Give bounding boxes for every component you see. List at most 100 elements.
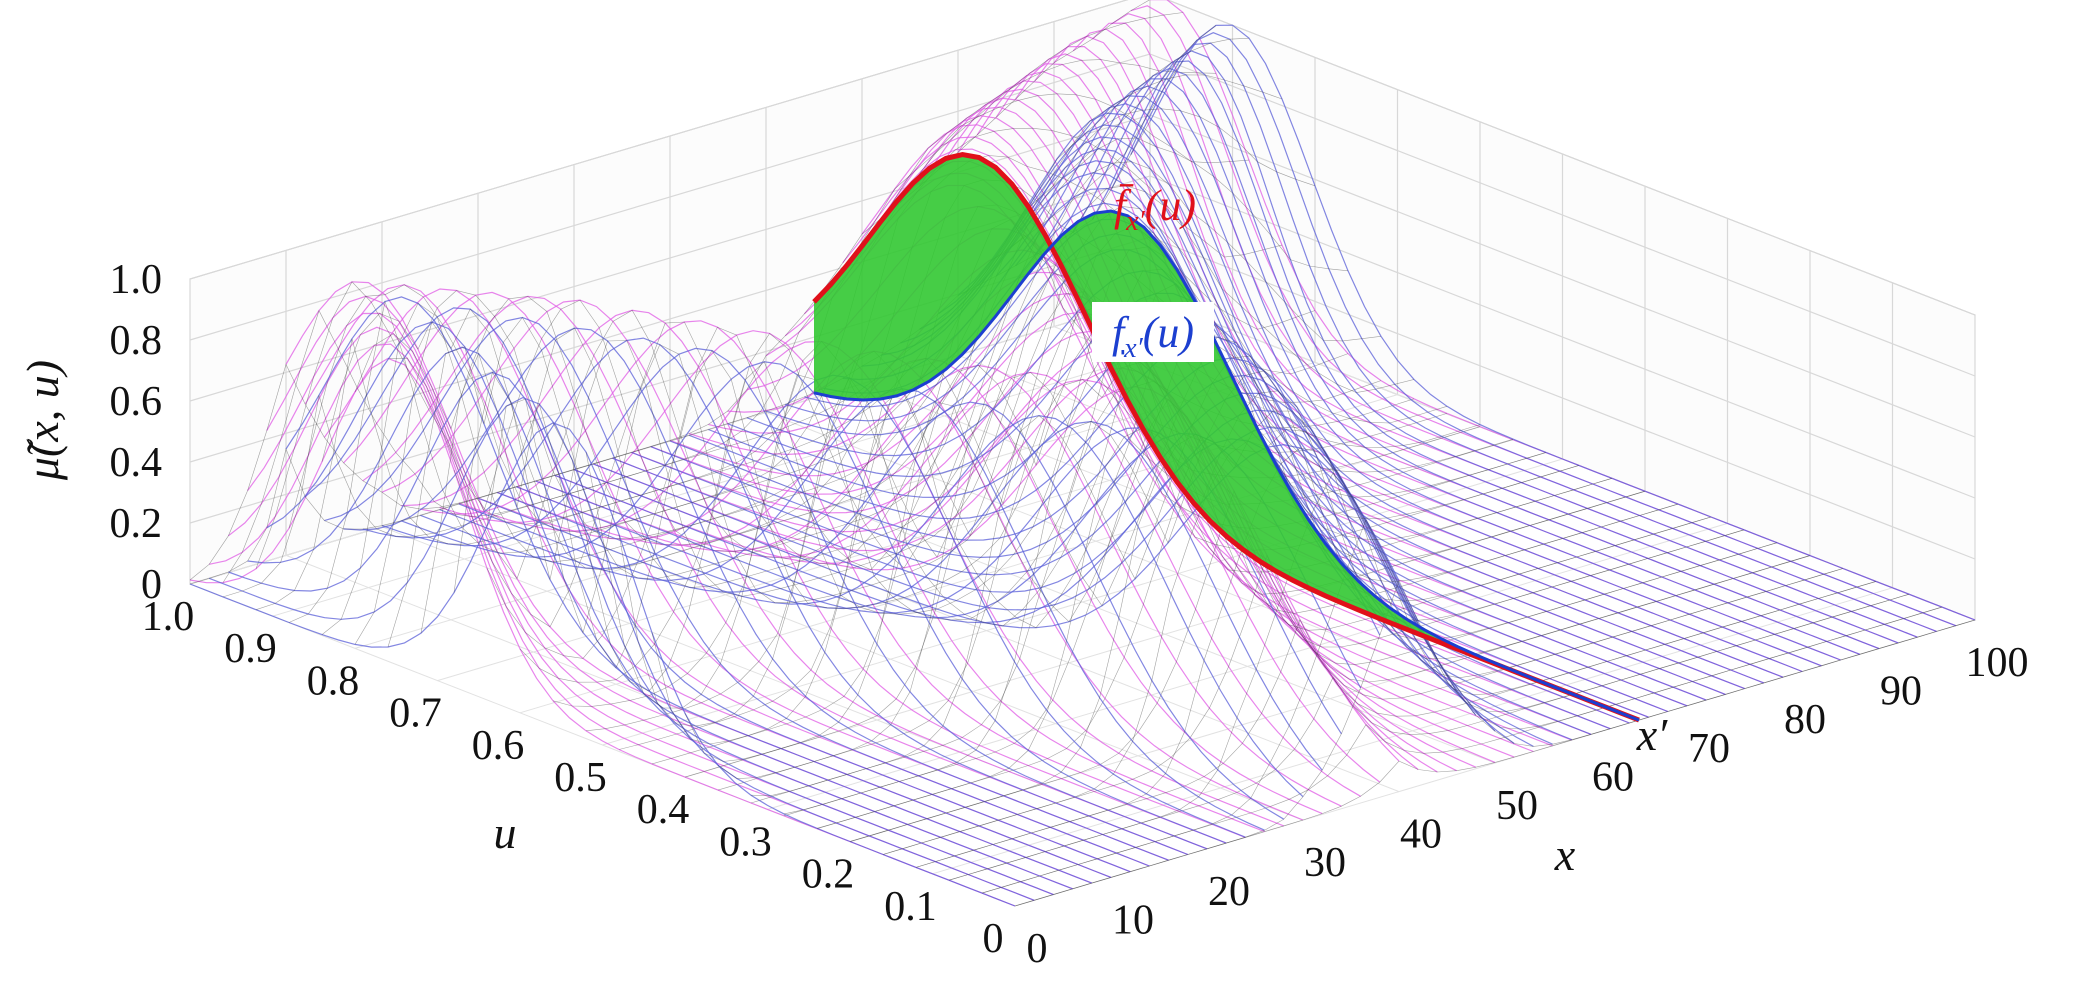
u-tick-label: 0.7 [389, 691, 442, 737]
surface-series-1 [189, 24, 1976, 907]
surface-mesh-u [816, 435, 1778, 829]
surface-mesh-u [552, 246, 1514, 692]
surface-mesh-x [400, 361, 1227, 844]
surface-mesh-u [948, 593, 1910, 881]
u-tick-label: 1.0 [142, 594, 195, 640]
surface-mesh-x [650, 374, 1477, 716]
surface-mesh-x [650, 311, 1477, 768]
surface-mesh-x [477, 414, 1304, 798]
u-axis-label: u [494, 807, 517, 858]
surface-mesh-u [1014, 579, 1976, 907]
z-tick-label: 0.8 [110, 318, 163, 364]
surface-mesh-x [304, 307, 1131, 873]
lower-slice-label-box [1092, 302, 1214, 362]
u-tick-label: 0.5 [554, 755, 607, 801]
surface-mesh-x [324, 316, 1150, 867]
surface-layer [189, 0, 1976, 907]
surface-mesh-u [321, 74, 1283, 635]
u-tick-label: 0.1 [884, 884, 937, 930]
z-gridline [189, 0, 1976, 316]
surface-mesh-x [669, 357, 1496, 732]
u-tick-label: 0 [983, 916, 1004, 962]
surface-mesh-x [612, 348, 1438, 773]
surface-mesh-u [1014, 619, 1976, 907]
x-tick-label: 80 [1784, 697, 1826, 743]
surface-mesh-u [519, 252, 1481, 683]
surface-mesh-x [266, 321, 1093, 884]
surface-mesh-u [486, 205, 1448, 634]
x-tick-label: 0 [1027, 926, 1048, 972]
surface-mesh-u [255, 25, 1217, 610]
surface-mesh-x [1111, 42, 1937, 632]
surface-mesh-x [995, 95, 1822, 667]
u-floor-gridline [684, 490, 1646, 778]
surface-mesh-u [618, 283, 1580, 727]
surface-mesh-x [535, 371, 1361, 797]
z-axis-label: μ̃(x, u) [17, 360, 68, 481]
surface-mesh-u [354, 108, 1316, 645]
surface-mesh-x [189, 422, 1016, 907]
surface-mesh-u [255, 59, 1217, 569]
surface-mesh-x [1034, 78, 1861, 655]
surface-mesh-u [420, 161, 1382, 634]
surface-mesh-u [288, 93, 1250, 533]
surface-mesh-x [381, 347, 1208, 850]
surface-mesh-u [552, 272, 1514, 707]
xprime-label: x′ [1636, 709, 1668, 760]
u-floor-gridline [602, 458, 1563, 746]
surface-mesh-u [189, 0, 1150, 581]
surface-mesh-u [816, 390, 1778, 829]
u-tick-label: 0.2 [802, 852, 855, 898]
x-tick-label: 20 [1208, 869, 1250, 915]
surface-mesh-x [1015, 85, 1841, 661]
surface-mesh-u [882, 554, 1844, 855]
surface-mesh-x [247, 346, 1073, 890]
u-tick-label: 0.6 [472, 723, 525, 769]
surface-mesh-u [915, 447, 1877, 868]
x-tick-label: 10 [1112, 897, 1154, 943]
u-floor-gridline [519, 426, 1481, 714]
surface-mesh-x [458, 401, 1285, 820]
surface-mesh-x [612, 409, 1438, 660]
z-tick-label: 0.2 [110, 501, 163, 547]
x-tick-label: 100 [1966, 640, 2029, 686]
z-tick-label: 0 [141, 562, 162, 608]
z-tick-label: 0.6 [110, 379, 163, 425]
x-tick-label: 30 [1304, 840, 1346, 886]
surface-mesh-u [222, 12, 1184, 583]
u-floor-gridline [767, 522, 1728, 810]
surface-mesh-u [288, 37, 1250, 623]
u-floor-gridline [849, 555, 1811, 843]
lower-slice-curve [813, 209, 1640, 722]
u-floor-gridline [932, 587, 1893, 875]
surface-mesh-x [496, 420, 1323, 771]
surface-mesh-u [915, 581, 1877, 868]
surface-mesh-u [981, 606, 1943, 894]
surface-mesh-u [387, 137, 1349, 648]
z-tick-label: 0.4 [110, 440, 163, 486]
surface-mesh-x [343, 327, 1169, 861]
surface-mesh-u [519, 225, 1481, 669]
u-tick-label: 0.9 [224, 626, 277, 672]
surface-mesh-x [919, 136, 1745, 690]
surface-mesh-x [208, 396, 1035, 901]
u-floor-gridline [1014, 619, 1976, 907]
surface-mesh-u [882, 429, 1844, 855]
surface-mesh-u [783, 370, 1745, 815]
surface-mesh-x [976, 103, 1803, 673]
surface-mesh-u [453, 185, 1415, 597]
surface-mesh-u [585, 291, 1547, 732]
surface-mesh-u [585, 268, 1547, 709]
surface-mesh-x [900, 148, 1726, 695]
surface-mesh-x [631, 330, 1457, 772]
x-tick-label: 50 [1496, 783, 1538, 829]
u-tick-label: 0.3 [719, 819, 772, 865]
surface-mesh-u [849, 410, 1811, 842]
surface-mesh-x [228, 371, 1054, 896]
x-tick-label: 60 [1592, 754, 1634, 800]
x-tick-label: 70 [1688, 726, 1730, 772]
slice-fill [814, 154, 1639, 721]
surface-mesh-u [783, 399, 1745, 817]
surface-mesh-u [750, 355, 1712, 797]
x-tick-label: 40 [1400, 812, 1442, 858]
